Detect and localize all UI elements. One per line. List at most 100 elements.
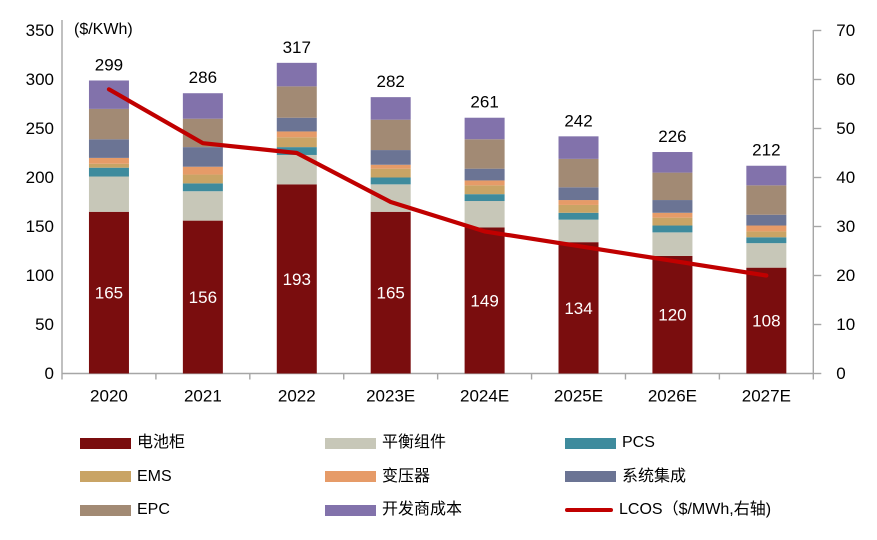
bar-segment-PCS-2027E bbox=[746, 237, 787, 244]
legend-color-swatch bbox=[325, 437, 376, 449]
x-axis-label: 2020 bbox=[90, 387, 128, 406]
bar-segment-PCS-2024E bbox=[464, 194, 505, 202]
bar-segment-开发商成本-2026E bbox=[652, 152, 693, 173]
y-axis-tick-label-right: 20 bbox=[836, 266, 855, 285]
x-axis-label: 2022 bbox=[278, 387, 316, 406]
bar-segment-系统集成-2020 bbox=[88, 139, 129, 158]
bar-segment-EPC-2026E bbox=[652, 172, 693, 201]
bar-segment-变压器-2025E bbox=[558, 200, 599, 205]
y-axis-tick-label-right: 10 bbox=[836, 315, 855, 334]
y-axis-tick-label-right: 0 bbox=[836, 364, 845, 383]
legend-color-swatch bbox=[325, 471, 376, 482]
bar-segment-系统集成-2025E bbox=[558, 187, 599, 201]
bar-segment-开发商成本-2022 bbox=[276, 62, 317, 87]
bar-segment-系统集成-2024E bbox=[464, 168, 505, 181]
chart-legend: 电池柜 平衡组件 PCS EMS 变压器 系统集成 EPC 开发商成本 LCOS（$/MWh,右… bbox=[0, 425, 877, 540]
bar-segment-系统集成-2027E bbox=[746, 214, 787, 226]
bar-segment-开发商成本-2020 bbox=[88, 80, 129, 109]
bar-segment-EMS-2027E bbox=[746, 231, 787, 238]
bar-segment-EMS-2026E bbox=[652, 217, 693, 226]
plot-area: 0 50 100 150 200 250 300 350 0 10 20 30 40 50 60 70 2020… bbox=[26, 20, 855, 406]
bar-segment-平衡组件-2020 bbox=[88, 176, 129, 212]
legend-item-PCS: PCS bbox=[565, 433, 655, 453]
y-axis-tick-label-left: 200 bbox=[26, 168, 54, 187]
bar-segment-平衡组件-2021 bbox=[182, 191, 223, 221]
y-axis-tick-label-right: 50 bbox=[836, 119, 855, 138]
legend-color-swatch bbox=[325, 504, 376, 516]
bar-segment-PCS-2025E bbox=[558, 212, 599, 220]
legend-item-EMS: EMS bbox=[80, 467, 172, 487]
bar-segment-PCS-2026E bbox=[652, 225, 693, 233]
bar-segment-平衡组件-2025E bbox=[558, 219, 599, 243]
x-axis-label: 2026E bbox=[648, 387, 697, 406]
lcos-line bbox=[106, 87, 769, 278]
bar-segment-平衡组件-2027E bbox=[746, 243, 787, 268]
bar-segment-变压器-2026E bbox=[652, 212, 693, 218]
bar-total-label: 282 bbox=[377, 72, 405, 91]
bar-segment-EMS-2020 bbox=[88, 163, 129, 168]
bar-segment-电池柜-2021 bbox=[182, 220, 223, 374]
legend-label: 电池柜 bbox=[137, 434, 186, 451]
bar-segment-EMS-2022 bbox=[276, 137, 317, 148]
x-axis-label: 2023E bbox=[366, 387, 415, 406]
legend-label: EMS bbox=[137, 467, 172, 485]
x-axis-label: 2027E bbox=[742, 387, 791, 406]
legend-item-变压器: 变压器 bbox=[325, 467, 430, 487]
bar-total-label: 242 bbox=[564, 111, 592, 130]
legend-item-开发商成本: 开发商成本 bbox=[325, 500, 462, 520]
bar-inner-label: 108 bbox=[752, 312, 780, 331]
left-axis-unit-label: ($/KWh) bbox=[74, 21, 133, 38]
bar-segment-电池柜-2024E bbox=[464, 227, 505, 374]
bar-segment-系统集成-2026E bbox=[652, 200, 693, 213]
y-axis-tick-label-right: 60 bbox=[836, 70, 855, 89]
bar-segment-EPC-2024E bbox=[464, 139, 505, 169]
bar-segment-变压器-2021 bbox=[182, 166, 223, 175]
legend-label: 变压器 bbox=[382, 467, 431, 485]
legend-item-EPC: EPC bbox=[80, 500, 170, 520]
bar-segment-开发商成本-2021 bbox=[182, 93, 223, 119]
y-axis-tick-label-left: 100 bbox=[26, 266, 54, 285]
legend-item-电池柜: 电池柜 bbox=[80, 433, 185, 453]
y-axis-tick-label-left: 150 bbox=[26, 217, 54, 236]
y-axis-tick-label-right: 70 bbox=[836, 21, 855, 40]
bar-inner-label: 120 bbox=[658, 306, 686, 325]
bar-segment-PCS-2020 bbox=[88, 167, 129, 177]
bar-segment-开发商成本-2023E bbox=[370, 97, 411, 120]
y-axis-tick-label-right: 30 bbox=[836, 217, 855, 236]
bar-segment-系统集成-2023E bbox=[370, 150, 411, 165]
x-axis-label: 2025E bbox=[554, 387, 603, 406]
bar-segment-系统集成-2021 bbox=[182, 147, 223, 167]
bar-segment-电池柜-2020 bbox=[88, 211, 129, 374]
bar-inner-label: 193 bbox=[283, 270, 311, 289]
x-axis-label: 2021 bbox=[184, 387, 222, 406]
legend-color-swatch bbox=[565, 471, 616, 482]
bar-segment-EMS-2023E bbox=[370, 168, 411, 178]
bar-segment-EPC-2022 bbox=[276, 86, 317, 118]
legend-line-swatch bbox=[565, 508, 613, 512]
bar-inner-label: 149 bbox=[470, 291, 498, 310]
legend-label: 系统集成 bbox=[622, 467, 687, 485]
bar-segment-变压器-2027E bbox=[746, 225, 787, 232]
bar-total-label: 226 bbox=[658, 127, 686, 146]
bar-segment-EMS-2021 bbox=[182, 174, 223, 184]
bar-segment-电池柜-2026E bbox=[652, 255, 693, 374]
bar-segment-开发商成本-2027E bbox=[746, 165, 787, 186]
legend-label: PCS bbox=[622, 434, 655, 451]
bar-segment-平衡组件-2026E bbox=[652, 232, 693, 256]
bar-total-label: 317 bbox=[283, 38, 311, 57]
bar-segment-变压器-2023E bbox=[370, 164, 411, 169]
bar-segment-变压器-2020 bbox=[88, 157, 129, 164]
legend-color-swatch bbox=[565, 437, 616, 449]
bar-inner-label: 165 bbox=[95, 284, 123, 303]
legend-item-平衡组件: 平衡组件 bbox=[325, 433, 446, 453]
bar-segment-EPC-2020 bbox=[88, 108, 129, 140]
legend-label: EPC bbox=[137, 501, 170, 518]
legend-color-swatch bbox=[80, 437, 131, 449]
y-axis-tick-label-left: 50 bbox=[35, 315, 54, 334]
bar-segment-开发商成本-2025E bbox=[558, 136, 599, 159]
bar-segment-EMS-2024E bbox=[464, 185, 505, 195]
bar-segment-电池柜-2025E bbox=[558, 242, 599, 374]
bar-total-label: 299 bbox=[95, 55, 123, 74]
bar-segment-PCS-2023E bbox=[370, 177, 411, 185]
